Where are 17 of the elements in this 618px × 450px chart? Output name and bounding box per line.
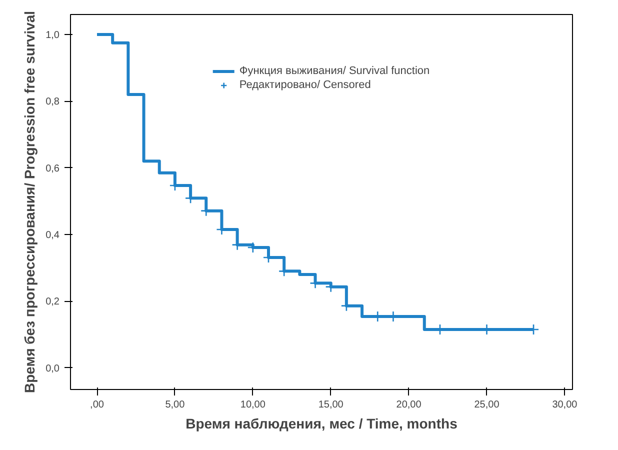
x-axis-title: Время наблюдения, мес / Time, months	[186, 416, 458, 432]
y-tick-label: 1,0	[46, 30, 60, 41]
y-tick-label: 0,8	[46, 96, 60, 108]
y-tick-label: 0,4	[46, 230, 60, 241]
y-tick-label: 0,6	[46, 163, 60, 174]
x-tick-label: 25,00	[474, 400, 500, 410]
x-tick-label: 20,00	[396, 400, 422, 410]
x-tick-label: ,00	[90, 400, 104, 410]
legend-label: Функция выживания/ Survival function	[239, 65, 430, 77]
x-tick-label: 10,00	[240, 400, 266, 410]
y-axis-title: Время без прогрессирования/ Progression free survival	[22, 10, 38, 394]
legend-label: Редактировано/ Censored	[239, 79, 371, 91]
y-tick-label: 0,0	[46, 363, 60, 374]
x-tick-label: 5,00	[165, 400, 186, 410]
x-tick-label: 30,00	[552, 400, 578, 410]
y-tick-label: 0,2	[46, 296, 60, 308]
x-tick-label: 15,00	[318, 400, 344, 410]
